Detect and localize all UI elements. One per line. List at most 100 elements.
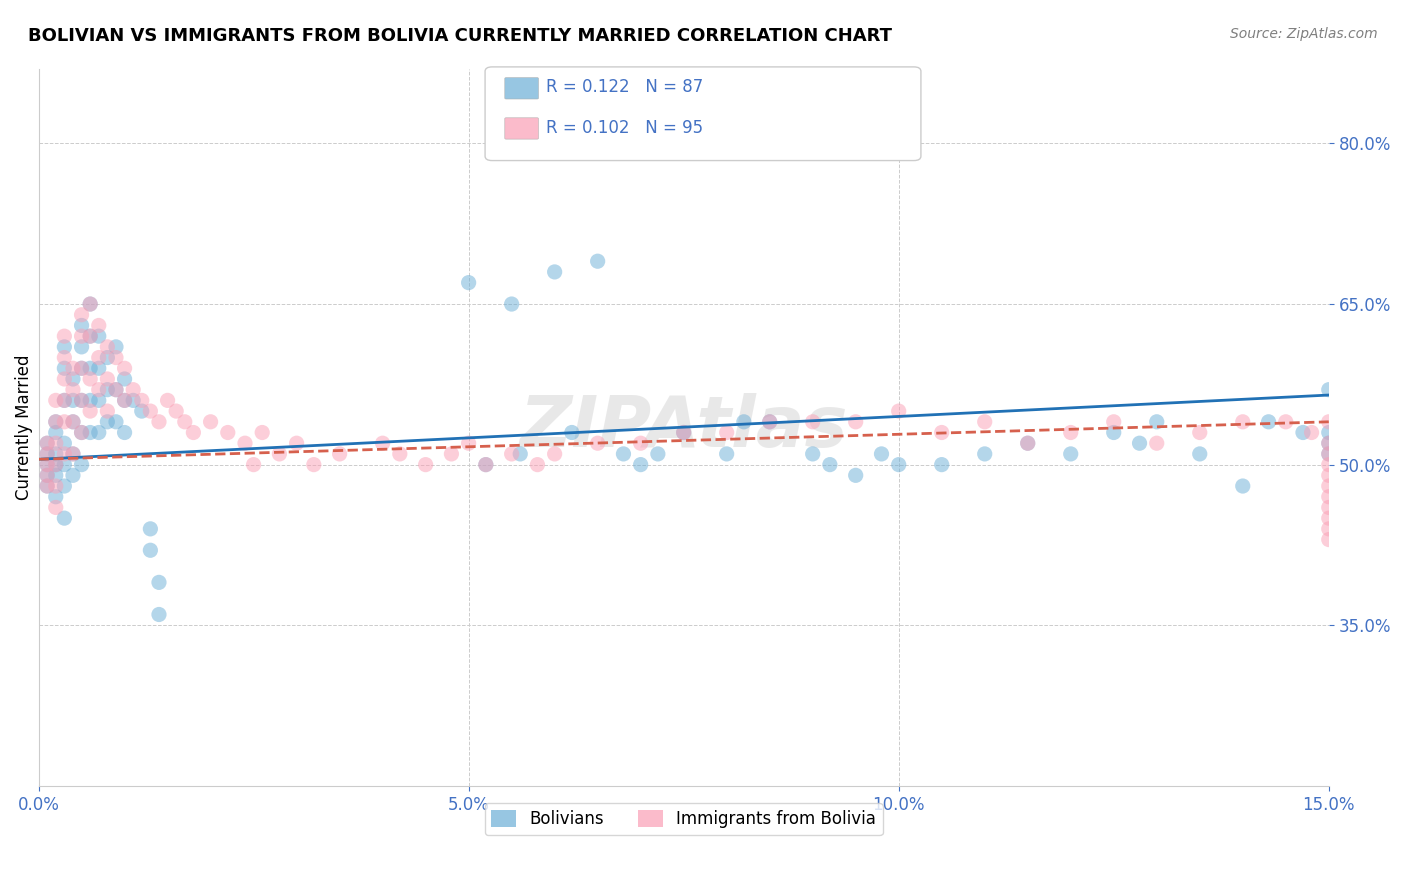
- Bolivians: [37, 479, 59, 493]
- Bolivians: [53, 361, 76, 376]
- Immigrants from Bolivia: [1317, 533, 1340, 547]
- Immigrants from Bolivia: [1188, 425, 1211, 440]
- Bolivians: [543, 265, 565, 279]
- Bolivians: [62, 393, 84, 408]
- Bolivians: [139, 522, 162, 536]
- Bolivians: [931, 458, 953, 472]
- Immigrants from Bolivia: [122, 383, 145, 397]
- Immigrants from Bolivia: [388, 447, 411, 461]
- Immigrants from Bolivia: [87, 351, 110, 365]
- Immigrants from Bolivia: [242, 458, 264, 472]
- Immigrants from Bolivia: [96, 372, 118, 386]
- Immigrants from Bolivia: [440, 447, 463, 461]
- Bolivians: [87, 393, 110, 408]
- Immigrants from Bolivia: [973, 415, 995, 429]
- Immigrants from Bolivia: [1060, 425, 1083, 440]
- Bolivians: [87, 425, 110, 440]
- Bolivians: [70, 318, 93, 333]
- Bolivians: [104, 340, 127, 354]
- Immigrants from Bolivia: [70, 393, 93, 408]
- Immigrants from Bolivia: [183, 425, 205, 440]
- Immigrants from Bolivia: [1317, 522, 1340, 536]
- Immigrants from Bolivia: [1317, 447, 1340, 461]
- Immigrants from Bolivia: [475, 458, 498, 472]
- Bolivians: [148, 607, 170, 622]
- Bolivians: [887, 458, 910, 472]
- Immigrants from Bolivia: [285, 436, 308, 450]
- Immigrants from Bolivia: [586, 436, 609, 450]
- Immigrants from Bolivia: [148, 415, 170, 429]
- Immigrants from Bolivia: [53, 351, 76, 365]
- Bolivians: [53, 458, 76, 472]
- Bolivians: [114, 425, 136, 440]
- Bolivians: [457, 276, 479, 290]
- Bolivians: [96, 351, 118, 365]
- Immigrants from Bolivia: [104, 351, 127, 365]
- Bolivians: [70, 340, 93, 354]
- Bolivians: [1060, 447, 1083, 461]
- Bolivians: [612, 447, 634, 461]
- Bolivians: [758, 415, 780, 429]
- Bolivians: [79, 361, 101, 376]
- Bolivians: [1232, 479, 1254, 493]
- Immigrants from Bolivia: [250, 425, 273, 440]
- Immigrants from Bolivia: [269, 447, 291, 461]
- Bolivians: [104, 415, 127, 429]
- Bolivians: [79, 425, 101, 440]
- Bolivians: [845, 468, 868, 483]
- Bolivians: [122, 393, 145, 408]
- Immigrants from Bolivia: [96, 404, 118, 418]
- Bolivians: [45, 425, 67, 440]
- Bolivians: [53, 340, 76, 354]
- Immigrants from Bolivia: [457, 436, 479, 450]
- Immigrants from Bolivia: [53, 393, 76, 408]
- Immigrants from Bolivia: [70, 361, 93, 376]
- Immigrants from Bolivia: [62, 361, 84, 376]
- Bolivians: [79, 329, 101, 343]
- Immigrants from Bolivia: [1146, 436, 1168, 450]
- Bolivians: [586, 254, 609, 268]
- Bolivians: [87, 361, 110, 376]
- Immigrants from Bolivia: [114, 361, 136, 376]
- Text: R = 0.122   N = 87: R = 0.122 N = 87: [546, 78, 703, 95]
- Immigrants from Bolivia: [62, 383, 84, 397]
- Bolivians: [509, 447, 531, 461]
- Bolivians: [45, 447, 67, 461]
- Immigrants from Bolivia: [45, 415, 67, 429]
- Immigrants from Bolivia: [630, 436, 652, 450]
- Immigrants from Bolivia: [931, 425, 953, 440]
- Immigrants from Bolivia: [79, 372, 101, 386]
- Immigrants from Bolivia: [45, 436, 67, 450]
- Immigrants from Bolivia: [543, 447, 565, 461]
- Immigrants from Bolivia: [139, 404, 162, 418]
- Immigrants from Bolivia: [1232, 415, 1254, 429]
- Bolivians: [148, 575, 170, 590]
- Bolivians: [1317, 447, 1340, 461]
- Immigrants from Bolivia: [1317, 458, 1340, 472]
- Immigrants from Bolivia: [37, 468, 59, 483]
- Immigrants from Bolivia: [887, 404, 910, 418]
- Immigrants from Bolivia: [79, 329, 101, 343]
- Immigrants from Bolivia: [45, 458, 67, 472]
- Bolivians: [37, 436, 59, 450]
- Bolivians: [53, 436, 76, 450]
- Immigrants from Bolivia: [1317, 479, 1340, 493]
- Bolivians: [70, 458, 93, 472]
- Immigrants from Bolivia: [165, 404, 187, 418]
- Immigrants from Bolivia: [53, 415, 76, 429]
- Immigrants from Bolivia: [217, 425, 239, 440]
- Immigrants from Bolivia: [1301, 425, 1323, 440]
- Immigrants from Bolivia: [45, 479, 67, 493]
- Bolivians: [79, 393, 101, 408]
- Bolivians: [53, 511, 76, 525]
- Immigrants from Bolivia: [526, 458, 548, 472]
- Immigrants from Bolivia: [53, 447, 76, 461]
- Immigrants from Bolivia: [37, 447, 59, 461]
- Bolivians: [45, 458, 67, 472]
- Bolivians: [37, 447, 59, 461]
- Legend: Bolivians, Immigrants from Bolivia: Bolivians, Immigrants from Bolivia: [485, 804, 883, 835]
- Bolivians: [70, 361, 93, 376]
- Immigrants from Bolivia: [1317, 490, 1340, 504]
- Immigrants from Bolivia: [87, 318, 110, 333]
- Bolivians: [53, 393, 76, 408]
